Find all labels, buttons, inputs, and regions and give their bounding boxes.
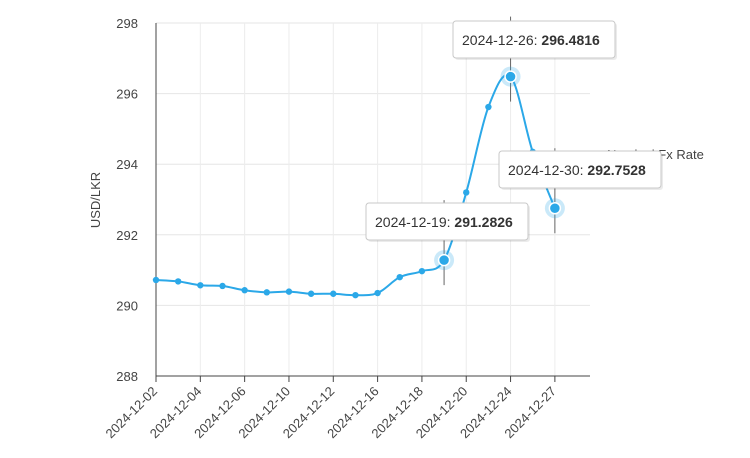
data-point[interactable] [352,291,359,299]
data-point[interactable] [263,289,270,296]
tooltip-text: 2024-12-30: 292.7528 [508,162,646,178]
series-layer [152,16,565,299]
tooltip-text: 2024-12-26: 296.4816 [462,32,600,48]
data-point[interactable] [174,278,182,285]
data-point[interactable] [418,267,426,275]
y-tick-label: 296 [116,87,138,102]
tooltip-value: 296.4816 [541,32,600,48]
tooltip-date: 2024-12-30: [508,162,587,178]
tooltip: 2024-12-30: 292.7528 [498,150,663,190]
data-point[interactable] [396,273,403,281]
data-point-highlight[interactable] [437,253,451,267]
tooltip-value: 292.7528 [587,162,646,178]
data-point[interactable] [374,289,381,297]
y-tick-label: 294 [116,157,138,172]
data-point[interactable] [197,282,204,289]
y-axis: 288 290 292 294 296 298 [116,16,157,384]
data-point-highlight[interactable] [504,70,517,83]
y-tick-label: 288 [116,369,138,384]
tooltip-text: 2024-12-19: 291.2826 [375,214,513,230]
y-axis-title: USD/LKR [88,172,103,228]
y-tick-label: 292 [116,228,138,243]
tooltip-date: 2024-12-19: [375,214,454,230]
tooltip: 2024-12-19: 291.2826 [365,202,530,242]
tooltip-value: 291.2826 [454,214,513,230]
data-point[interactable] [463,189,470,196]
tooltip-date: 2024-12-26: [462,32,541,48]
y-tick-label: 298 [116,16,138,31]
data-point[interactable] [485,103,492,111]
tooltip: 2024-12-26: 296.4816 [452,20,617,60]
x-axis: 2024-12-022024-12-042024-12-062024-12-10… [102,375,590,441]
data-point[interactable] [152,276,160,284]
data-point[interactable] [219,282,226,290]
data-point[interactable] [307,290,315,297]
data-point[interactable] [330,290,337,297]
grid [155,22,590,377]
tooltip-box [365,202,529,241]
data-point[interactable] [241,287,248,294]
tooltips-layer: 2024-12-19: 291.2826 2024-12-26: 296.4816… [365,20,663,242]
data-point[interactable] [285,288,293,295]
tooltip-box [498,150,662,189]
y-tick-label: 290 [116,298,138,313]
data-point-highlight[interactable] [548,201,562,215]
tooltip-box [452,20,616,59]
series-line [155,73,556,297]
